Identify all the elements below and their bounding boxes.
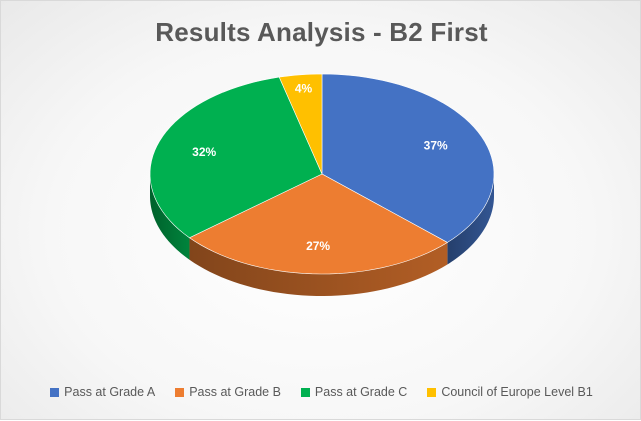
data-label-2: 32%: [192, 145, 216, 159]
legend-item-2: Pass at Grade C: [300, 385, 408, 399]
chart-legend: Pass at Grade A Pass at Grade B Pass at Gr…: [1, 385, 641, 399]
pie-slice-pass-at-grade-b: [188, 173, 448, 275]
legend-swatch: [427, 387, 437, 397]
pie-slice-pass-at-grade-c: [149, 76, 323, 239]
data-label-0: 37%: [424, 138, 448, 152]
pie-side-2: [150, 174, 190, 260]
legend-label: Council of Europe Level B1: [441, 385, 593, 399]
legend-label: Pass at Grade C: [314, 385, 408, 399]
pie-slice-council-of-europe-level-b1: [278, 73, 323, 175]
legend-swatch: [300, 387, 310, 397]
data-label-1: 27%: [306, 239, 330, 253]
pie-data-labels: 37% 27% 32% 4%: [192, 82, 448, 253]
legend-item-0: Pass at Grade A: [50, 385, 155, 399]
chart-title: Results Analysis - B2 First: [155, 17, 488, 47]
legend-swatch: [50, 387, 60, 397]
pie-side-0: [447, 174, 494, 265]
legend-swatch: [175, 387, 185, 397]
pie-slices: [149, 73, 495, 275]
legend-item-3: Council of Europe Level B1: [427, 385, 593, 399]
pie-side-walls: [150, 174, 494, 296]
data-label-3: 4%: [295, 82, 313, 96]
legend-label: Pass at Grade A: [64, 385, 156, 399]
legend-label: Pass at Grade B: [189, 385, 281, 399]
pie-slice-pass-at-grade-a: [321, 73, 495, 243]
legend-item-1: Pass at Grade B: [175, 385, 281, 399]
pie-side-1: [189, 237, 448, 296]
